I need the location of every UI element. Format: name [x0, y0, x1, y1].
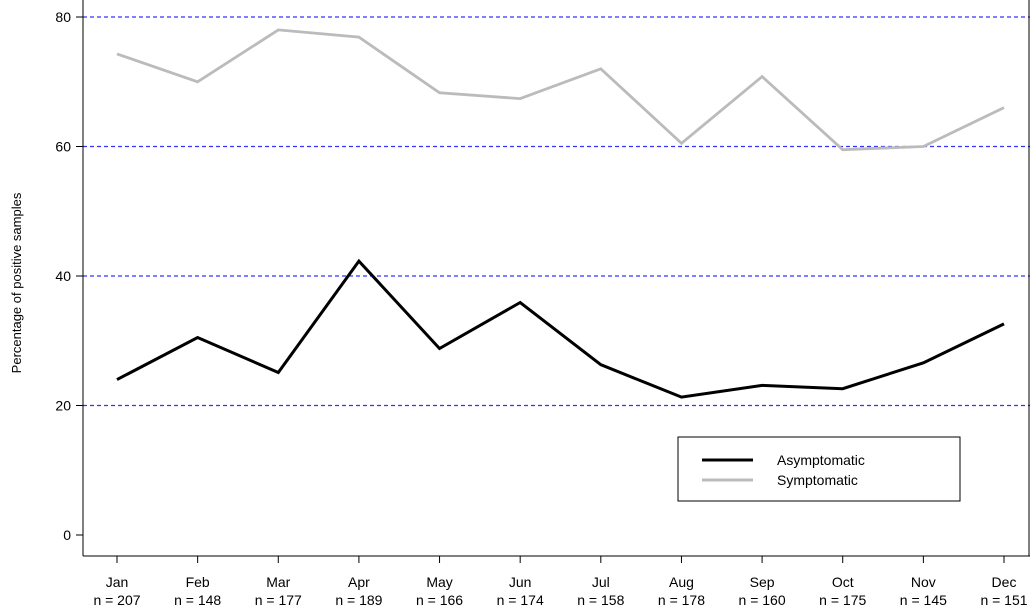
x-tick-label: Jul [592, 574, 610, 590]
x-sample-size-label: n = 166 [416, 592, 463, 608]
x-tick-label: Feb [186, 574, 210, 590]
x-tick-label: Nov [911, 574, 936, 590]
y-axis-title: Percentage of positive samples [9, 192, 24, 373]
x-sample-size-label: n = 158 [577, 592, 624, 608]
x-tick-label: Apr [348, 574, 370, 590]
y-tick-label: 60 [55, 139, 71, 155]
x-tick-label: Sep [750, 574, 775, 590]
y-tick-label: 20 [55, 398, 71, 414]
x-tick-label: Oct [832, 574, 854, 590]
x-sample-size-label: n = 145 [900, 592, 947, 608]
x-tick-label: Aug [669, 574, 694, 590]
gridlines [83, 16, 1030, 407]
series-line-symptomatic [116, 28, 1005, 152]
x-sample-size-label: n = 148 [174, 592, 221, 608]
x-sample-size-label: n = 175 [819, 592, 866, 608]
legend: Asymptomatic Symptomatic [677, 436, 961, 502]
legend-box [677, 436, 961, 502]
x-tick-label: Dec [992, 574, 1017, 590]
x-sample-size-label: n = 151 [980, 592, 1027, 608]
x-sample-size-label: n = 178 [658, 592, 705, 608]
x-tick-label: Jan [106, 574, 129, 590]
legend-label-symptomatic: Symptomatic [777, 472, 858, 488]
x-sample-size-label: n = 207 [93, 592, 140, 608]
legend-label-asymptomatic: Asymptomatic [777, 452, 865, 468]
x-tick-label: Jun [509, 574, 532, 590]
x-sample-size-label: n = 177 [255, 592, 302, 608]
x-sample-size-label: n = 160 [739, 592, 786, 608]
series-line-asymptomatic [116, 258, 1005, 399]
x-sample-size-label: n = 174 [497, 592, 544, 608]
series-lines [116, 28, 1005, 399]
x-tick-label: Mar [266, 574, 290, 590]
y-tick-label: 0 [63, 527, 71, 543]
x-tick-label: May [426, 574, 452, 590]
y-tick-label: 40 [55, 268, 71, 284]
y-tick-label: 80 [55, 9, 71, 25]
x-sample-size-label: n = 189 [335, 592, 382, 608]
axes: 0 20 40 60 80 Jan n = 207 Feb n = 148 Mar n = 177 A… [55, 0, 1030, 608]
